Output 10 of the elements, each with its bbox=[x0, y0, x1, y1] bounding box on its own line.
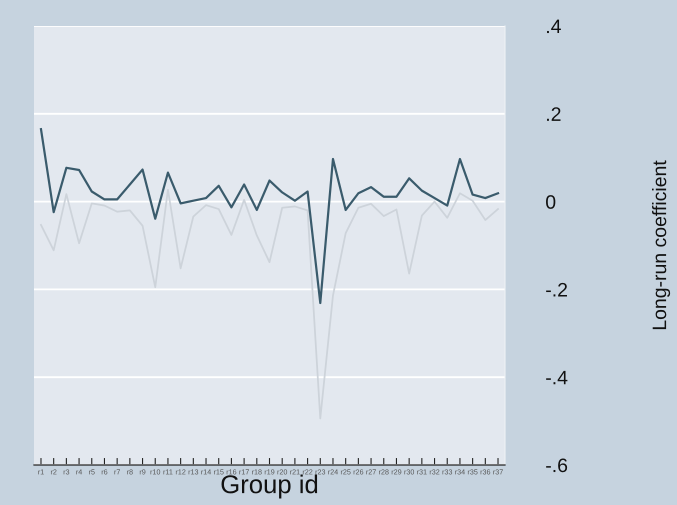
y-axis-title: Long-run coefficient bbox=[652, 160, 670, 330]
y-tick-label: -.2 bbox=[546, 282, 567, 296]
line-series bbox=[40, 188, 499, 420]
y-tick-label: -.6 bbox=[546, 458, 568, 472]
y-tick-label: 0 bbox=[546, 195, 556, 209]
y-tick-label: .2 bbox=[547, 107, 561, 121]
line-series bbox=[40, 128, 500, 304]
y-tick-label: .4 bbox=[547, 20, 561, 34]
x-axis-title: Group id bbox=[222, 474, 318, 498]
y-tick-label: -.4 bbox=[546, 370, 568, 384]
